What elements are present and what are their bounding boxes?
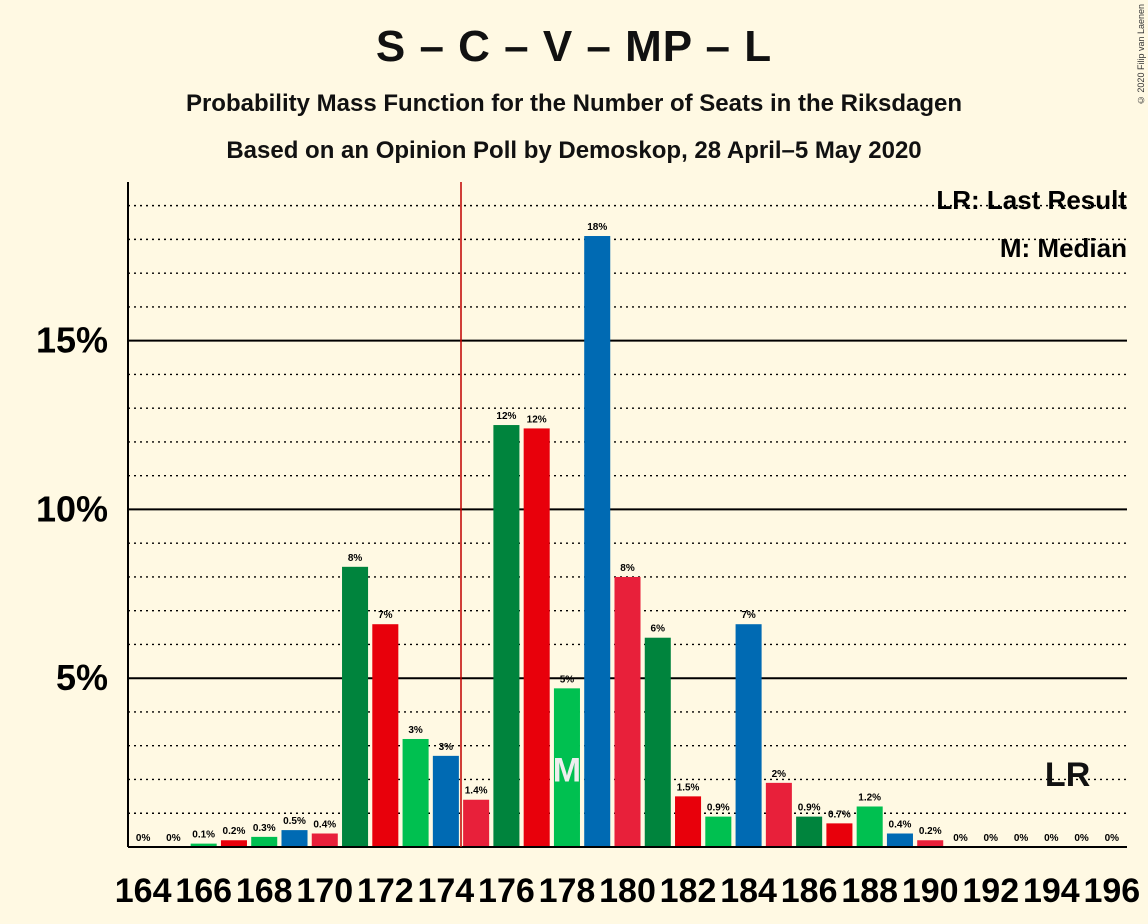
bar xyxy=(765,782,792,847)
bar xyxy=(886,833,913,847)
value-label: 3% xyxy=(439,742,454,753)
chart-title: S – C – V – MP – L xyxy=(375,22,773,71)
axes: 5%10%15%164 166 168 170 172 174 176 178 180 182 18… xyxy=(36,182,1140,910)
value-label: 0% xyxy=(166,833,181,844)
value-label: 8% xyxy=(348,553,363,564)
x-tick-label: 196 xyxy=(1083,872,1140,910)
value-label: 0% xyxy=(136,833,151,844)
legend-last-result: LR: Last Result xyxy=(936,185,1127,215)
value-label: 0.2% xyxy=(223,826,246,837)
bar xyxy=(523,428,550,847)
chart-subtitle-poll: Based on an Opinion Poll by Demoskop, 28… xyxy=(226,137,922,164)
y-tick-label: 10% xyxy=(36,488,108,529)
bar xyxy=(584,236,611,848)
bar xyxy=(644,637,671,847)
x-tick-label: 178 xyxy=(539,872,596,910)
bar xyxy=(342,566,369,847)
x-tick-label: 170 xyxy=(296,872,353,910)
x-tick-label: 168 xyxy=(236,872,293,910)
value-label: 2% xyxy=(772,769,787,780)
value-label: 0.1% xyxy=(192,830,215,841)
value-label: 0% xyxy=(984,833,999,844)
bar xyxy=(251,836,278,847)
bar xyxy=(311,833,338,847)
value-label: 12% xyxy=(496,411,516,422)
bar xyxy=(614,576,641,847)
value-label: 0.9% xyxy=(707,803,730,814)
value-label: 8% xyxy=(620,563,635,574)
x-tick-label: 172 xyxy=(357,872,414,910)
value-label: 12% xyxy=(527,414,547,425)
value-label: 0% xyxy=(1074,833,1089,844)
value-label: 7% xyxy=(378,610,393,621)
bar xyxy=(796,816,823,847)
value-label: 0.3% xyxy=(253,823,276,834)
value-label: 0.4% xyxy=(313,819,336,830)
bar xyxy=(372,624,399,847)
bar xyxy=(735,624,762,847)
chart-subtitle: Probability Mass Function for the Number… xyxy=(185,90,963,117)
value-labels: 0% 0% 0.1% 0.2% 0.3% 0.5% 0.4% 8% 7% 3% 3% 1.4% 12% 1… xyxy=(136,222,1119,844)
value-label: 7% xyxy=(741,610,756,621)
median-marker: M xyxy=(553,752,581,790)
value-label: 1.4% xyxy=(465,786,488,797)
bar xyxy=(220,840,247,847)
value-label: 6% xyxy=(651,624,666,635)
bar xyxy=(705,816,732,847)
x-tick-label: 194 xyxy=(1023,872,1080,910)
value-label: 1.2% xyxy=(858,792,881,803)
bar xyxy=(675,796,702,847)
y-tick-label: 5% xyxy=(56,657,108,698)
value-label: 3% xyxy=(408,725,423,736)
value-label: 0.9% xyxy=(798,803,821,814)
bar xyxy=(826,823,853,847)
value-label: 0.7% xyxy=(828,809,851,820)
x-tick-label: 186 xyxy=(781,872,838,910)
bar xyxy=(190,843,217,847)
x-tick-label: 188 xyxy=(841,872,898,910)
bar xyxy=(553,688,580,847)
x-tick-label: 180 xyxy=(599,872,656,910)
x-tick-label: 166 xyxy=(175,872,232,910)
y-tick-label: 15% xyxy=(36,320,108,361)
value-label: 0% xyxy=(1105,833,1120,844)
value-label: 0.2% xyxy=(919,826,942,837)
value-label: 0% xyxy=(1014,833,1029,844)
bar xyxy=(463,799,490,847)
bar xyxy=(856,806,883,847)
x-tick-label: 164 xyxy=(115,872,172,910)
x-tick-label: 192 xyxy=(962,872,1019,910)
value-label: 0% xyxy=(1044,833,1059,844)
bar xyxy=(402,738,429,847)
bars xyxy=(190,236,944,848)
value-label: 5% xyxy=(560,674,575,685)
bar xyxy=(493,425,520,847)
x-tick-label: 184 xyxy=(720,872,777,910)
value-label: 0.4% xyxy=(889,819,912,830)
legend-median: M: Median xyxy=(1000,233,1127,263)
x-tick-label: 190 xyxy=(902,872,959,910)
bar xyxy=(432,755,459,847)
x-tick-label: 182 xyxy=(660,872,717,910)
bar xyxy=(281,830,308,847)
value-label: 18% xyxy=(587,222,607,233)
value-label: 0% xyxy=(953,833,968,844)
value-label: 0.5% xyxy=(283,816,306,827)
bar xyxy=(917,840,944,847)
x-tick-label: 174 xyxy=(417,872,474,910)
x-tick-label: 176 xyxy=(478,872,535,910)
value-label: 1.5% xyxy=(677,782,700,793)
last-result-marker: LR xyxy=(1045,756,1090,794)
